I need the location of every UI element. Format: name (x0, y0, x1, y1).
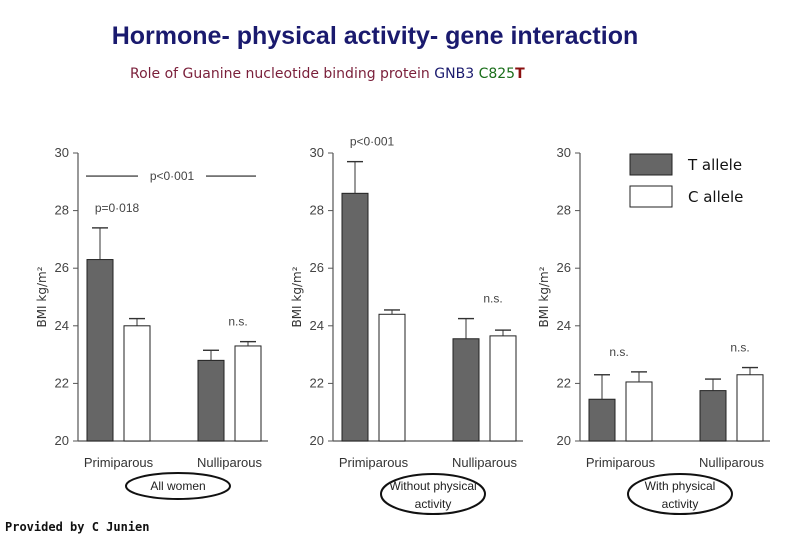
annotation-ns: n.s. (483, 292, 502, 306)
y-tick-label: 22 (310, 375, 324, 390)
bar-t-allele-primiparous (86, 259, 114, 442)
subtitle-gene: GNB3 (434, 66, 475, 82)
bar-c-allele-primiparous (378, 313, 406, 442)
subtitle-role: Role of Guanine nucleotide binding prote… (130, 66, 430, 82)
group-label-ellipse (380, 473, 486, 515)
bar-t-allele-nulliparous (197, 359, 225, 442)
chart-panel-1: 20 22 24 26 28 30 BMI kg/m² Primiparous Nullipar… (35, 145, 268, 500)
group-label-ellipse (125, 472, 231, 500)
legend-label: C allele (688, 188, 743, 206)
bar-c-allele-primiparous (625, 381, 653, 442)
y-tick-label: 28 (557, 203, 571, 218)
group-label: activity (415, 497, 452, 511)
annotation-ns: n.s. (609, 345, 628, 359)
credit-text: Provided by C Junien (5, 520, 150, 534)
category-label: Nulliparous (197, 455, 263, 470)
bar-t-allele-nulliparous (699, 390, 727, 442)
annotation-pvalue: p=0·018 (95, 201, 140, 215)
annotation-pvalue: p<0·001 (350, 135, 395, 149)
page-subtitle: Role of Guanine nucleotide binding prote… (130, 66, 525, 82)
annotation-ns: n.s. (228, 315, 247, 329)
y-tick-label: 20 (310, 433, 324, 448)
bar-t-allele-nulliparous (452, 338, 480, 442)
y-axis-label: BMI kg/m² (35, 266, 49, 327)
group-label: Without physical (389, 479, 476, 493)
y-tick-label: 28 (55, 203, 69, 218)
bar-c-allele-nulliparous (489, 335, 517, 442)
y-axis-label: BMI kg/m² (537, 266, 551, 327)
bar-c-allele-primiparous (123, 325, 151, 442)
page-title: Hormone- physical activity- gene interac… (111, 22, 639, 50)
y-tick-label: 30 (55, 145, 69, 160)
group-label: With physical (645, 479, 716, 493)
y-tick-label: 20 (55, 433, 69, 448)
bar-t-allele-primiparous (588, 398, 616, 442)
category-label: Nulliparous (699, 455, 765, 470)
legend-swatch-c-allele (629, 185, 673, 208)
bar-c-allele-nulliparous (736, 374, 764, 442)
category-label: Primiparous (84, 455, 154, 470)
y-tick-label: 26 (557, 260, 571, 275)
bar-t-allele-primiparous (341, 192, 369, 442)
y-tick-label: 30 (557, 145, 571, 160)
y-tick-label: 26 (310, 260, 324, 275)
subtitle-variant: C825 (478, 66, 516, 82)
y-tick-label: 22 (55, 375, 69, 390)
annotation-ns: n.s. (730, 341, 749, 355)
legend-label: T allele (687, 156, 742, 174)
y-tick-label: 24 (55, 318, 69, 333)
y-tick-label: 24 (557, 318, 571, 333)
group-label: All women (150, 479, 205, 493)
subtitle-allele: T (515, 66, 525, 82)
category-label: Nulliparous (452, 455, 518, 470)
y-tick-label: 20 (557, 433, 571, 448)
category-label: Primiparous (586, 455, 656, 470)
annotation-pvalue: p<0·001 (150, 169, 195, 183)
y-tick-label: 24 (310, 318, 324, 333)
bar-c-allele-nulliparous (234, 345, 262, 442)
category-label: Primiparous (339, 455, 409, 470)
legend: T allele C allele (629, 153, 743, 208)
legend-swatch-t-allele (629, 153, 673, 176)
chart-panel-3: 20 22 24 26 28 30 BMI kg/m² Primiparous Nullipar… (537, 145, 770, 515)
y-axis-label: BMI kg/m² (290, 266, 304, 327)
group-label: activity (662, 497, 699, 511)
y-tick-label: 30 (310, 145, 324, 160)
y-tick-label: 26 (55, 260, 69, 275)
y-tick-label: 28 (310, 203, 324, 218)
chart-panel-2: 20 22 24 26 28 30 BMI kg/m² Primiparous Nullipar… (290, 135, 523, 515)
group-label-ellipse (627, 473, 733, 515)
y-tick-label: 22 (557, 375, 571, 390)
